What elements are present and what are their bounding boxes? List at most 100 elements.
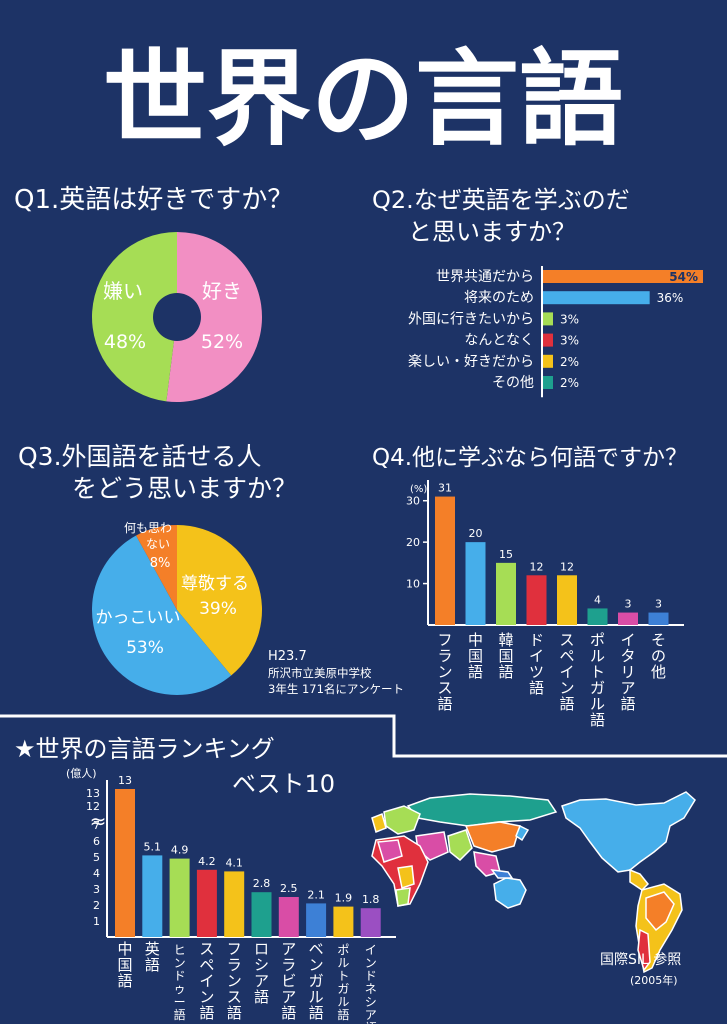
q2-value-label: 3% xyxy=(560,334,579,348)
map-japan xyxy=(515,824,530,842)
q4-bar xyxy=(465,542,486,625)
ranking-category-label-char: 国 xyxy=(117,956,132,974)
ranking-value-label: 4.9 xyxy=(171,844,189,857)
ranking-category-label-char: ア xyxy=(281,940,296,958)
map-western-europe xyxy=(371,812,387,834)
ranking-category-label-char: ゥ xyxy=(174,982,186,996)
ranking-category-label-char: ス xyxy=(227,988,242,1006)
q3-value-cool: 53% xyxy=(126,638,164,658)
q4-tick-label: 30 xyxy=(406,495,420,508)
q3-slice-1 xyxy=(92,535,232,695)
map-central-africa xyxy=(397,865,415,889)
q4-bar xyxy=(435,496,455,625)
q4-category-label-char: 語 xyxy=(529,679,544,697)
q2-bar xyxy=(543,312,553,326)
ranking-category-label-char: 語 xyxy=(117,972,132,990)
q1-slice-1 xyxy=(91,231,177,402)
ranking-category-label-char: シ xyxy=(365,995,377,1009)
ranking-bar xyxy=(333,906,354,937)
ranking-axis-break: ≈ xyxy=(90,809,107,833)
ranking-category-label-char: ド xyxy=(365,969,377,983)
q4-value-label: 20 xyxy=(469,527,483,540)
ranking-category-label-char: ア xyxy=(254,972,269,990)
ranking-category-label-char: ア xyxy=(281,988,296,1006)
q4-value-label: 12 xyxy=(560,560,574,573)
q4-category-label-char: ペ xyxy=(559,647,574,665)
ranking-category-label-char: 語 xyxy=(199,1004,214,1022)
q4-category-label-char: ト xyxy=(590,663,605,681)
q4-bar xyxy=(496,562,516,625)
ranking-category-label-char: ン xyxy=(309,956,324,974)
q2-category-label: 将来のため xyxy=(464,290,534,306)
q4-bar-chart: (%)30201031フランス語20中国語15韓国語12ドイツ語12スペイン語4… xyxy=(406,480,684,729)
q2-value-label: 36% xyxy=(657,291,684,305)
ranking-bar xyxy=(251,892,272,937)
q1-donut-hole xyxy=(153,293,201,341)
q4-tick-label: 20 xyxy=(406,536,420,549)
q4-category-label-char: 語 xyxy=(620,695,635,713)
q4-category-label-char: イ xyxy=(529,647,544,665)
q4-category-label-char: リ xyxy=(620,663,635,681)
q4-category-label-char: 語 xyxy=(559,695,574,713)
ranking-title-line1: ★世界の言語ランキング xyxy=(14,735,275,763)
source-year: (2005年) xyxy=(630,973,678,987)
q4-value-label: 4 xyxy=(594,593,601,606)
ranking-bar xyxy=(142,855,163,937)
q4-category-label-char: ス xyxy=(559,631,574,649)
q2-category-label: 世界共通だから xyxy=(436,269,534,285)
ranking-category-label-char: ア xyxy=(365,1008,377,1022)
q4-category-label-char: ル xyxy=(590,695,605,713)
q4-category-label-char: 中 xyxy=(468,631,483,649)
q4-category-label-char: フ xyxy=(437,631,452,649)
q2-category-label: なんとなく xyxy=(464,333,534,349)
ranking-category-label-char: 中 xyxy=(117,940,132,958)
q4-value-label: 12 xyxy=(530,560,544,573)
ranking-category-label-char: ビ xyxy=(281,972,296,990)
q4-bar xyxy=(587,608,608,625)
q4-title: Q4.他に学ぶなら何語ですか？ xyxy=(372,445,688,471)
ranking-tick-label: 1 xyxy=(93,915,100,928)
map-north-america xyxy=(561,791,696,873)
ranking-category-label-char: イ xyxy=(365,943,377,957)
ranking-y-unit: (億人) xyxy=(66,767,97,780)
q4-category-label-char: 語 xyxy=(590,711,605,729)
q4-category-label: 中国語 xyxy=(468,631,483,681)
q4-category-label-char: ド xyxy=(529,631,544,649)
q1-value-dislike: 48% xyxy=(104,331,146,353)
ranking-value-label: 4.2 xyxy=(198,855,216,868)
q3-label-cool: かっこいい xyxy=(96,608,181,628)
q2-value-label: 54% xyxy=(669,270,698,284)
ranking-category-label-char: ド xyxy=(174,969,186,983)
ranking-category-label: 中国語 xyxy=(117,940,132,990)
ranking-category-label-char: ガ xyxy=(309,972,324,990)
q4-category-label-char: ポ xyxy=(590,631,605,649)
q4-category-label-char: ツ xyxy=(529,663,544,681)
q4-category-label-char: ガ xyxy=(590,679,605,697)
map-southern-africa xyxy=(395,887,411,907)
map-brazil xyxy=(645,891,675,932)
ranking-tick-label: 2 xyxy=(93,899,100,912)
ranking-category-label-char: 語 xyxy=(254,988,269,1006)
map-india xyxy=(447,829,473,862)
q2-bar xyxy=(543,291,650,305)
q4-value-label: 3 xyxy=(655,598,662,611)
ranking-title-line2: ベスト10 xyxy=(232,770,335,798)
ranking-bar xyxy=(196,869,217,937)
ranking-value-label: 13 xyxy=(118,774,132,787)
ranking-category-label-char: ラ xyxy=(281,956,296,974)
ranking-category-label-char: 語 xyxy=(365,1020,377,1024)
q4-category-label-char: 他 xyxy=(651,663,666,681)
ranking-tick-label: 4 xyxy=(93,867,100,880)
ranking-category-label-char: ロ xyxy=(254,940,269,958)
ranking-bar xyxy=(224,871,245,937)
q2-bar xyxy=(543,270,703,283)
